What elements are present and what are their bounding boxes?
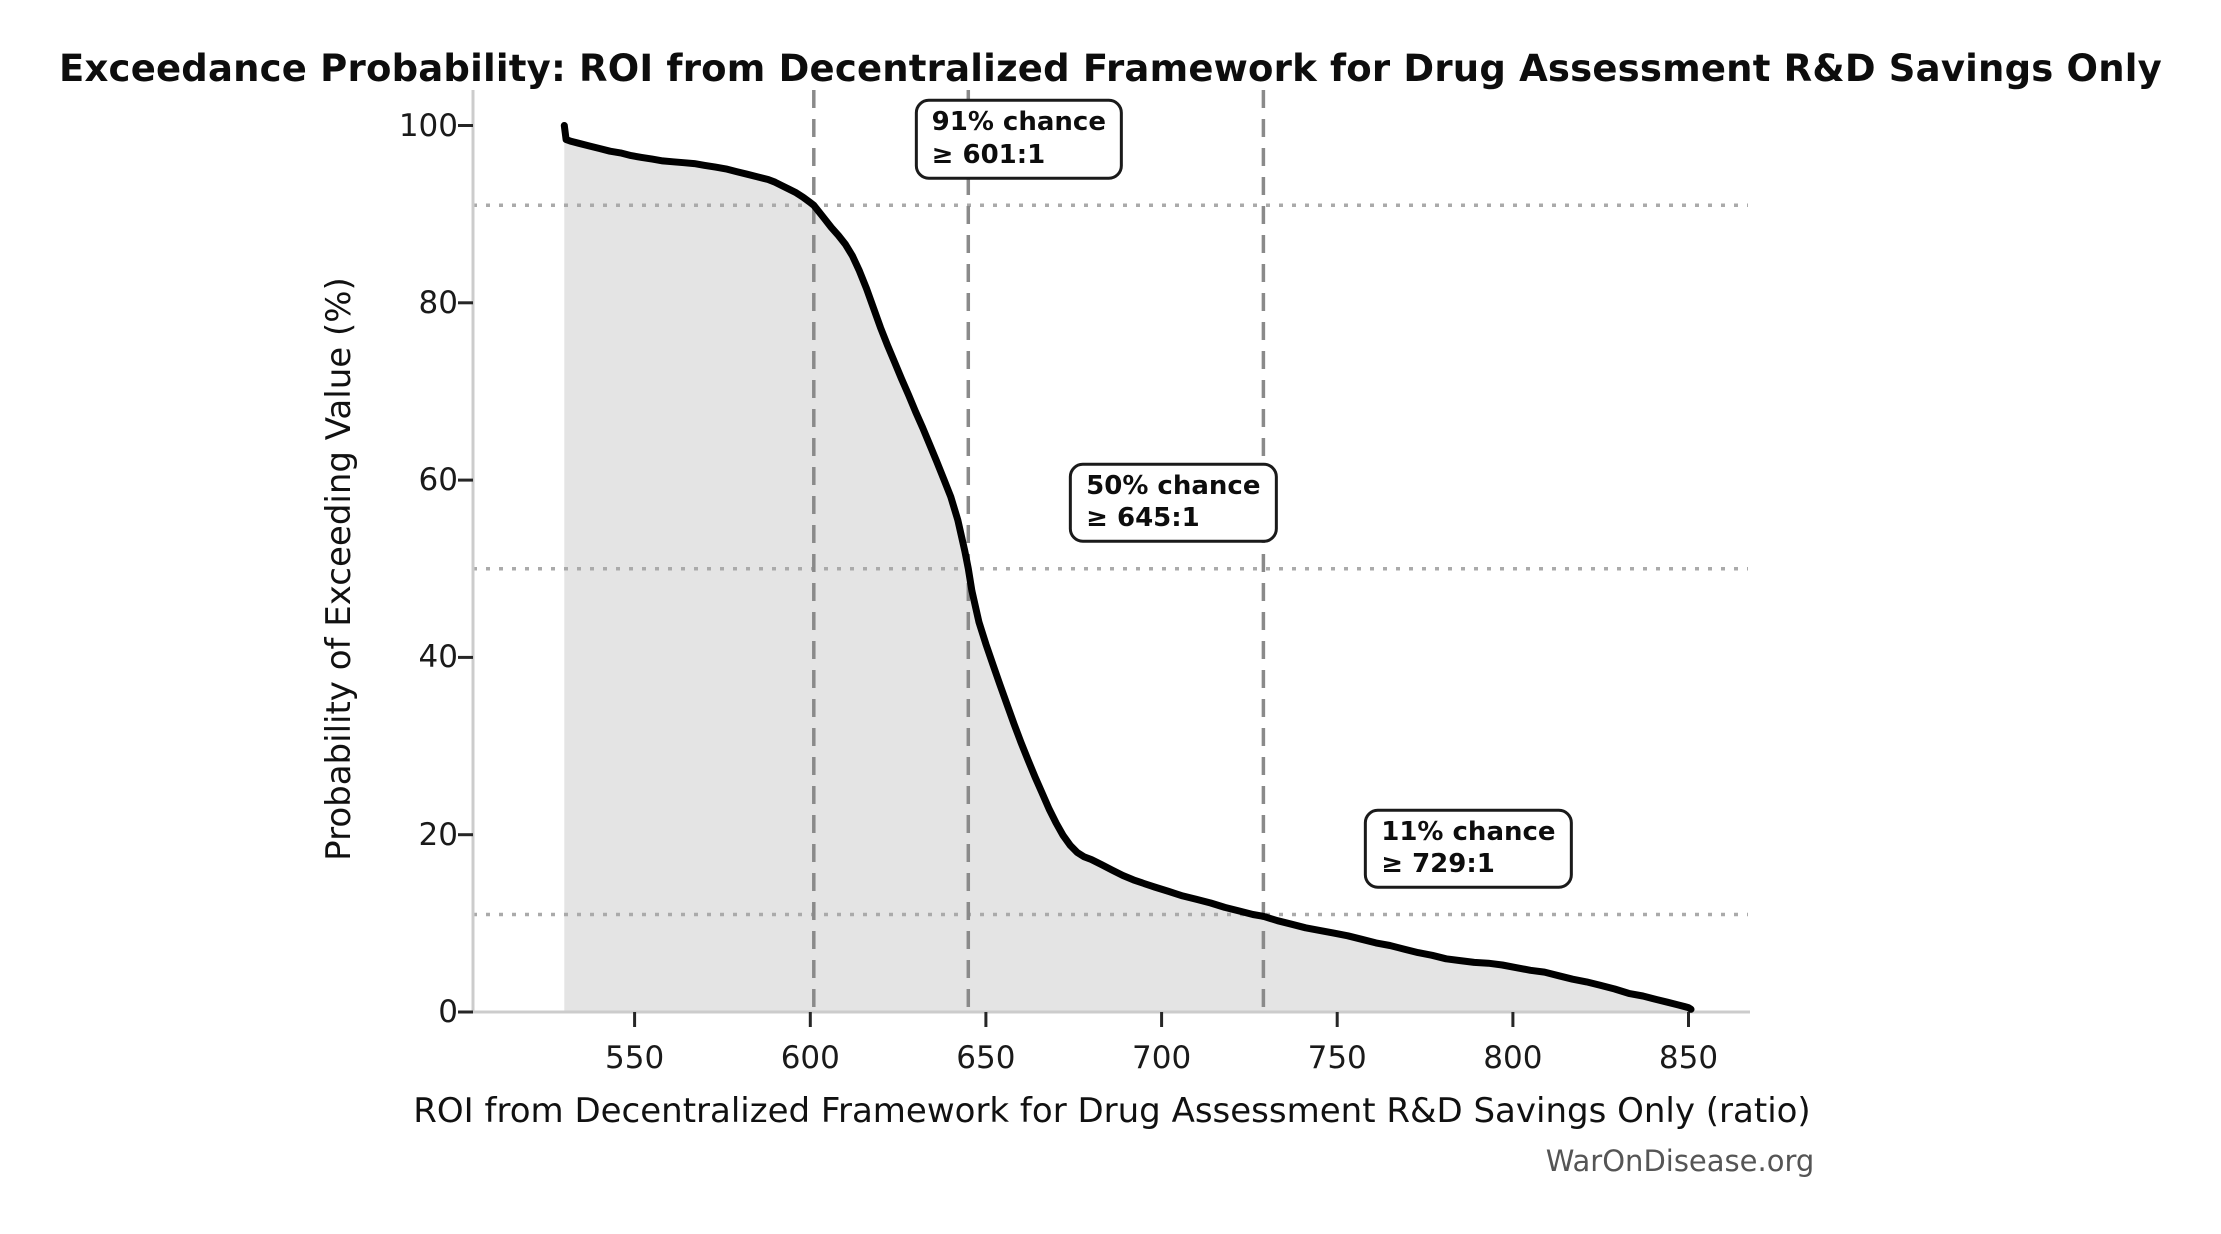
y-tick-label-40: 40 [418, 639, 458, 676]
annotation-box-729: 11% chance ≥ 729:1 [1364, 808, 1573, 889]
annotation-box-645: 50% chance ≥ 645:1 [1069, 462, 1278, 543]
annotation-text-line: ≥ 601:1 [931, 139, 1046, 170]
x-tick-label-550: 550 [605, 1040, 665, 1076]
chart-title: Exceedance Probability: ROI from Decentr… [59, 47, 2162, 90]
x-tick-label-700: 700 [1132, 1040, 1192, 1076]
annotation-text-line: ≥ 729:1 [1381, 848, 1495, 879]
y-tick-label-60: 60 [418, 462, 458, 499]
watermark-text: WarOnDisease.org [1545, 1144, 1815, 1178]
x-tick-label-750: 750 [1307, 1040, 1367, 1076]
annotation-text-line: 50% chance [1086, 470, 1261, 501]
y-tick-label-20: 20 [418, 816, 458, 853]
y-tick-label-80: 80 [418, 284, 458, 321]
annotation-text-line: 11% chance [1381, 816, 1556, 847]
annotation-box-601: 91% chance ≥ 601:1 [914, 99, 1123, 180]
exceedance-curve [560, 122, 1695, 1013]
x-tick-label-650: 650 [956, 1040, 1016, 1076]
x-axis-label: ROI from Decentralized Framework for Dru… [413, 1091, 1811, 1131]
x-tick-label-800: 800 [1483, 1040, 1543, 1076]
y-tick-label-100: 100 [398, 107, 458, 144]
x-tick-label-600: 600 [780, 1040, 840, 1076]
annotation-text-line: ≥ 645:1 [1086, 502, 1200, 533]
exceedance-area-fill [564, 125, 1691, 1011]
y-tick-label-0: 0 [438, 994, 458, 1030]
x-tick-label-850: 850 [1658, 1040, 1719, 1076]
annotation-text-line: 91% chance [931, 107, 1106, 138]
